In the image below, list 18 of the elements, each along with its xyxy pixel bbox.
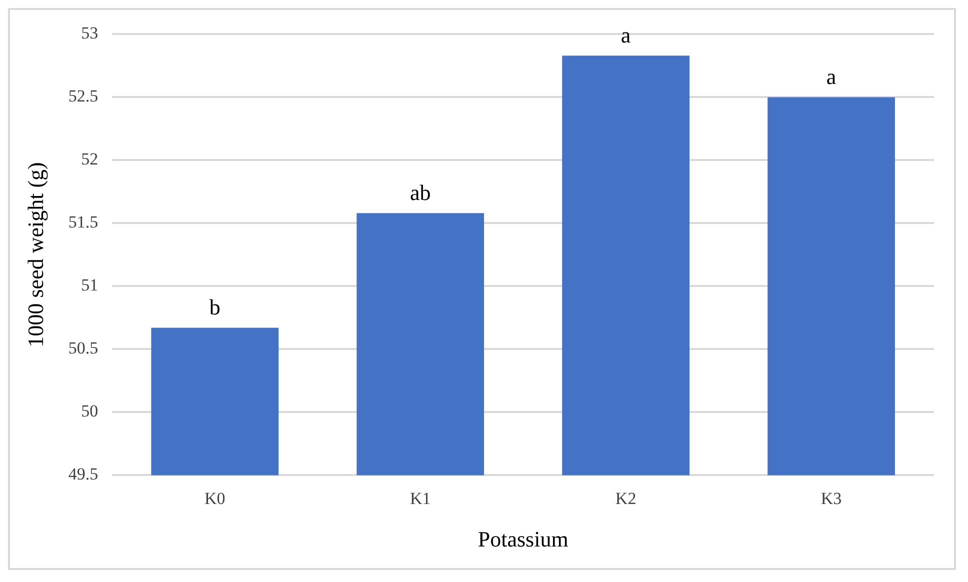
x-tick-label: K1 — [410, 488, 431, 508]
y-tick-label: 49.5 — [68, 464, 98, 484]
y-axis-title: 1000 seed weight (g) — [22, 162, 48, 348]
x-tick-label: K3 — [820, 488, 842, 508]
y-tick-label: 50 — [81, 402, 98, 421]
annotation: ab — [410, 180, 431, 205]
y-tick-label: 52 — [81, 150, 98, 169]
y-tick-label: 51 — [81, 276, 98, 295]
y-tick-label: 53 — [81, 24, 98, 43]
y-tick-label: 50.5 — [68, 338, 98, 358]
annotation: b — [209, 294, 220, 320]
annotation: a — [620, 22, 631, 48]
x-tick-label: K2 — [615, 488, 636, 508]
annotation: a — [826, 64, 836, 89]
x-axis-title: Potassium — [478, 526, 568, 552]
x-tick-label: K0 — [204, 488, 226, 508]
y-tick-label: 52.5 — [68, 86, 98, 106]
y-tick-label: 51.5 — [68, 212, 98, 232]
